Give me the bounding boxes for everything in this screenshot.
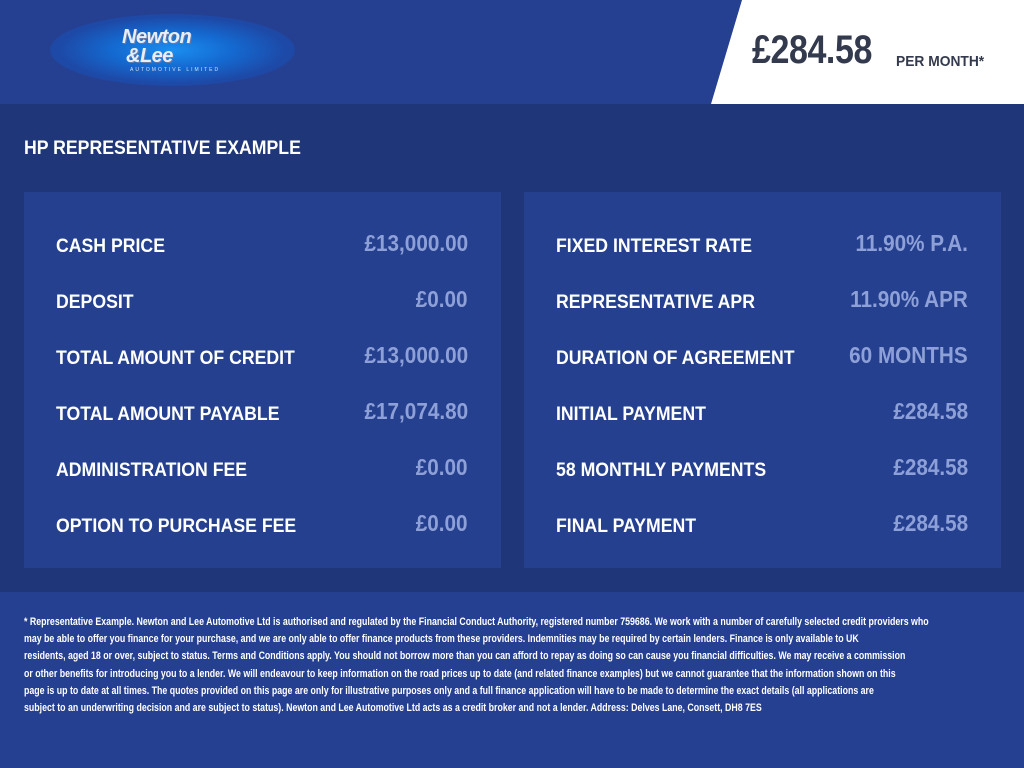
finance-row-label: ADMINISTRATION FEE (56, 460, 248, 481)
finance-row: TOTAL AMOUNT OF CREDIT £13,000.00 (56, 342, 468, 372)
finance-row-value: £13,000.00 (364, 342, 468, 368)
finance-row-label: 58 MONTHLY PAYMENTS (556, 460, 767, 481)
finance-row: FIXED INTEREST RATE 11.90% P.A. (556, 230, 968, 260)
header: Newton &Lee AUTOMOTIVE LIMITED £284.58 PE… (0, 0, 1024, 104)
finance-row-label: TOTAL AMOUNT OF CREDIT (56, 348, 295, 369)
finance-row-label: FIXED INTEREST RATE (556, 236, 753, 257)
monthly-price: £284.58 (752, 28, 872, 72)
disclaimer-line: subject to an underwriting decision and … (24, 702, 762, 715)
finance-row-label: INITIAL PAYMENT (556, 404, 706, 425)
section-title: HP REPRESENTATIVE EXAMPLE (24, 138, 301, 159)
finance-row: INITIAL PAYMENT £284.58 (556, 398, 968, 428)
finance-row: DEPOSIT £0.00 (56, 286, 468, 316)
finance-row: CASH PRICE £13,000.00 (56, 230, 468, 260)
finance-row-value: £284.58 (893, 510, 968, 536)
finance-row-label: FINAL PAYMENT (556, 516, 697, 537)
finance-row-value: £0.00 (416, 510, 468, 536)
finance-row: REPRESENTATIVE APR 11.90% APR (556, 286, 968, 316)
finance-row-value: £284.58 (893, 398, 968, 424)
finance-row-value: £0.00 (416, 286, 468, 312)
disclaimer-line: page is up to date at all times. The quo… (24, 684, 874, 697)
finance-row: OPTION TO PURCHASE FEE £0.00 (56, 510, 468, 540)
monthly-price-box (711, 0, 1024, 104)
disclaimer: * Representative Example. Newton and Lee… (24, 614, 1004, 717)
finance-row-label: OPTION TO PURCHASE FEE (56, 516, 297, 537)
finance-row-label: DEPOSIT (56, 292, 134, 313)
finance-row-label: TOTAL AMOUNT PAYABLE (56, 404, 280, 425)
left-finance-panel: CASH PRICE £13,000.00 DEPOSIT £0.00 TOTAL AM… (24, 192, 501, 568)
finance-row-value: 11.90% P.A. (855, 230, 968, 256)
disclaimer-line: * Representative Example. Newton and Lee… (24, 616, 929, 628)
finance-row-value: £284.58 (893, 454, 968, 480)
finance-row: DURATION OF AGREEMENT 60 MONTHS (556, 342, 968, 372)
finance-row-value: 60 MONTHS (849, 342, 968, 368)
finance-row-value: £0.00 (416, 454, 468, 480)
finance-row: TOTAL AMOUNT PAYABLE £17,074.80 (56, 398, 468, 428)
logo-tagline: AUTOMOTIVE LIMITED (130, 67, 221, 73)
newton-lee-logo[interactable]: Newton &Lee AUTOMOTIVE LIMITED (50, 14, 295, 86)
disclaimer-line: or other benefits for introducing you to… (24, 667, 896, 680)
right-finance-panel: FIXED INTEREST RATE 11.90% P.A. REPRESENTA… (524, 192, 1001, 568)
finance-row-label: REPRESENTATIVE APR (556, 292, 755, 313)
finance-row: ADMINISTRATION FEE £0.00 (56, 454, 468, 484)
logo-text: Newton &Lee (122, 26, 192, 67)
finance-row-value: £13,000.00 (364, 230, 468, 256)
finance-example-section: HP REPRESENTATIVE EXAMPLE CASH PRICE £13,… (0, 104, 1024, 592)
finance-row-label: CASH PRICE (56, 236, 165, 257)
finance-row-label: DURATION OF AGREEMENT (556, 348, 795, 369)
finance-row: 58 MONTHLY PAYMENTS £284.58 (556, 454, 968, 484)
finance-row: FINAL PAYMENT £284.58 (556, 510, 968, 540)
finance-row-value: 11.90% APR (850, 286, 968, 312)
disclaimer-line: may be able to offer you finance for you… (24, 633, 859, 646)
per-month-label: PER MONTH* (896, 53, 985, 70)
disclaimer-line: residents, aged 18 or over, subject to s… (24, 650, 906, 663)
finance-row-value: £17,074.80 (364, 398, 468, 424)
